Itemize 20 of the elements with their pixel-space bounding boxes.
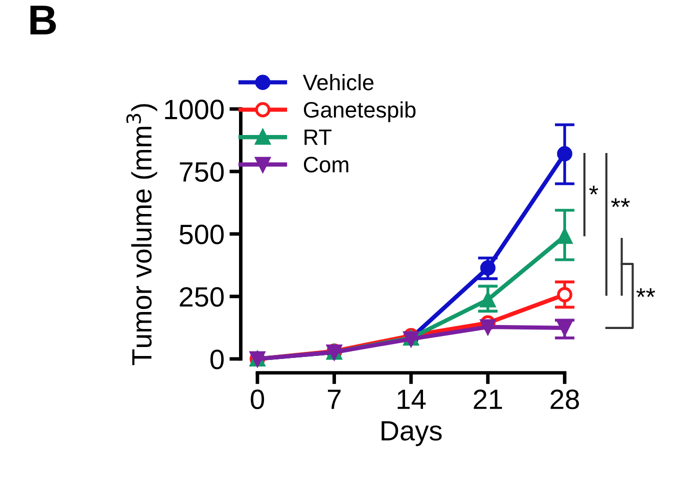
- y-tick-label: 750: [180, 162, 224, 182]
- x-axis-title: Days: [382, 421, 442, 446]
- legend-label: RT: [304, 130, 332, 145]
- legend-label: Com: [304, 156, 348, 172]
- text: **: [636, 288, 656, 297]
- legend-label: Vehicle: [302, 74, 374, 90]
- y-tick-label: 250: [180, 287, 224, 307]
- legend-label: Ganetespib: [304, 101, 416, 122]
- text: **: [611, 198, 630, 208]
- x-tick-label: 0: [250, 390, 264, 410]
- x-tick-label: 28: [550, 390, 579, 410]
- y-tick-label: 500: [180, 224, 224, 244]
- x-tick-label: 7: [328, 390, 341, 409]
- y-tick-label: 1000: [165, 100, 224, 120]
- y-tick-label: 0: [210, 350, 224, 370]
- x-tick-label: 21: [474, 390, 502, 409]
- y-axis-title: Tumor volume (mm$^{3}$): [126, 104, 158, 366]
- x-tick-label: 14: [398, 390, 426, 409]
- chart-title: B: [30, 6, 56, 34]
- text: *: [589, 186, 598, 195]
